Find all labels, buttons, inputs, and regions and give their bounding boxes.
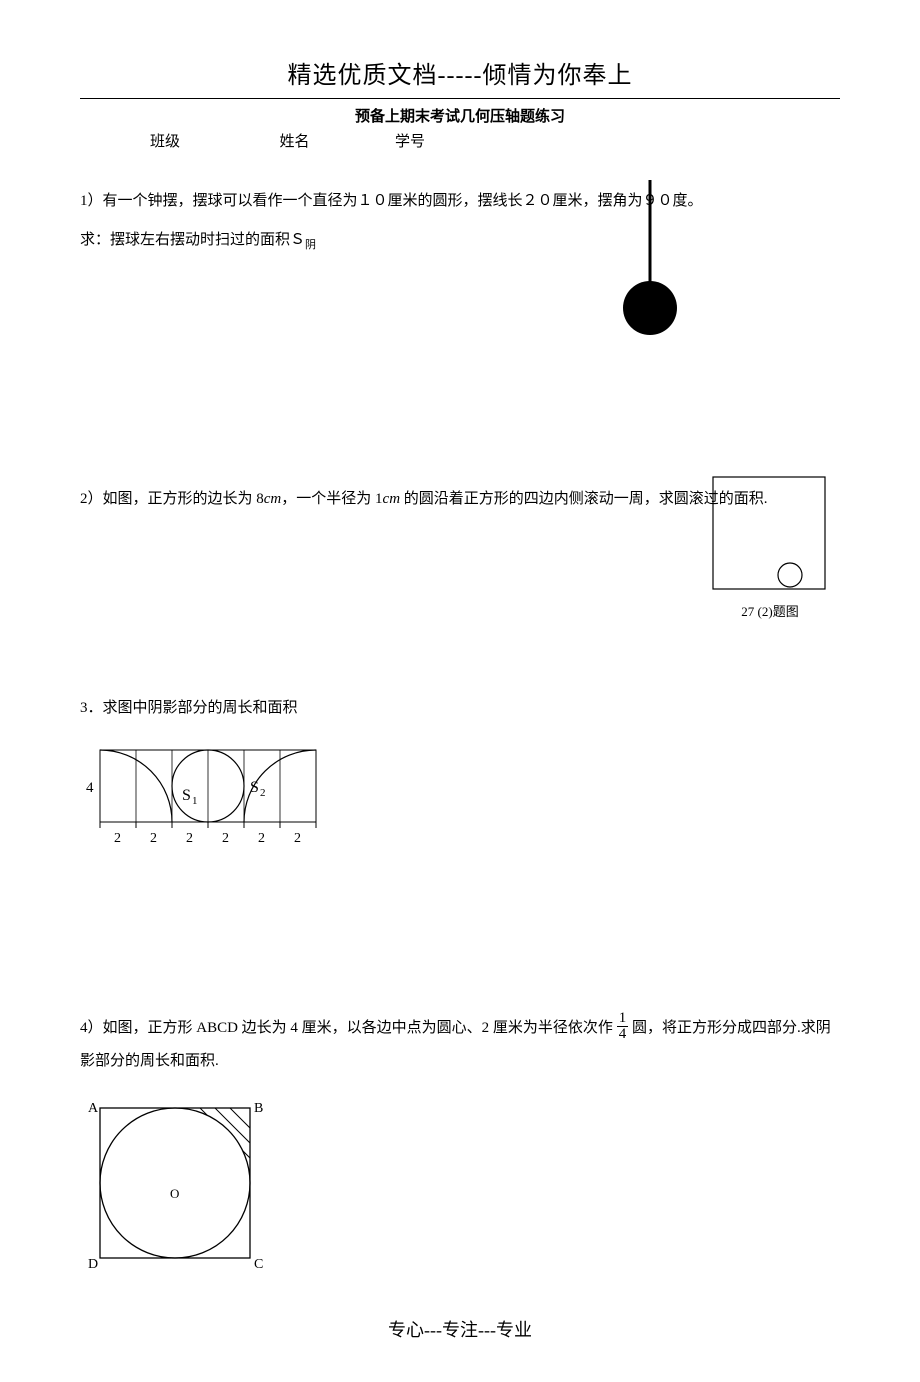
- worksheet-subtitle: 预备上期末考试几何压轴题练习: [80, 105, 840, 126]
- svg-text:A: A: [88, 1101, 99, 1116]
- frac-num: 1: [617, 1011, 629, 1027]
- q4-figure: O A B C D: [80, 1096, 840, 1276]
- svg-text:2: 2: [114, 831, 121, 846]
- svg-text:O: O: [170, 1186, 179, 1201]
- svg-text:2: 2: [258, 831, 265, 846]
- q1-line2: 求：摆球左右摆动时扫过的面积Ｓ阴: [80, 226, 840, 256]
- page-header-title: 精选优质文档-----倾情为你奉上: [80, 55, 840, 99]
- svg-text:S: S: [250, 779, 259, 796]
- q1-line2-sub: 阴: [305, 239, 316, 251]
- q3-figure: S 1 S 2 4 2 2 2 2 2 2: [80, 742, 840, 852]
- question-3: 3．求图中阴影部分的周长和面积: [80, 694, 840, 723]
- svg-text:2: 2: [222, 831, 229, 846]
- class-label: 班级: [150, 130, 180, 151]
- svg-text:C: C: [254, 1257, 263, 1272]
- student-info-line: 班级 姓名 学号: [80, 130, 840, 151]
- svg-text:B: B: [254, 1101, 263, 1116]
- q3-text: 3．求图中阴影部分的周长和面积: [80, 700, 298, 716]
- svg-text:2: 2: [260, 787, 266, 799]
- svg-text:4: 4: [86, 780, 94, 796]
- svg-text:2: 2: [150, 831, 157, 846]
- svg-text:1: 1: [192, 795, 198, 807]
- id-label: 学号: [395, 130, 425, 151]
- question-1: 1）有一个钟摆，摆球可以看作一个直径为１０厘米的圆形，摆线长２０厘米，摆角为９０…: [80, 187, 840, 255]
- q1-line1: 1）有一个钟摆，摆球可以看作一个直径为１０厘米的圆形，摆线长２０厘米，摆角为９０…: [80, 187, 840, 216]
- name-label: 姓名: [280, 130, 310, 151]
- q2-text-a: 2）如图，正方形的边长为 8: [80, 491, 264, 507]
- q4-text-a: 4）如图，正方形 ABCD 边长为 4 厘米，以各边中点为圆心、2 厘米为半径依…: [80, 1020, 613, 1036]
- q2-caption: 27 (2)题图: [705, 601, 835, 620]
- frac-den: 4: [617, 1027, 629, 1042]
- svg-text:2: 2: [186, 831, 193, 846]
- q2-figure: 27 (2)题图: [705, 475, 835, 620]
- q2-unit2: cm: [383, 491, 401, 507]
- svg-text:D: D: [88, 1257, 98, 1272]
- pendulum-figure: [610, 180, 690, 350]
- q1-line2-pre: 求：摆球左右摆动时扫过的面积Ｓ: [80, 232, 305, 248]
- q2-unit1: cm: [264, 491, 282, 507]
- q2-text-b: ，一个半径为 1: [281, 491, 382, 507]
- svg-text:S: S: [182, 787, 191, 804]
- svg-text:2: 2: [294, 831, 301, 846]
- page-footer: 专心---专注---专业: [80, 1316, 840, 1342]
- question-4: 4）如图，正方形 ABCD 边长为 4 厘米，以各边中点为圆心、2 厘米为半径依…: [80, 1012, 840, 1078]
- fraction-1-4: 1 4: [617, 1011, 629, 1042]
